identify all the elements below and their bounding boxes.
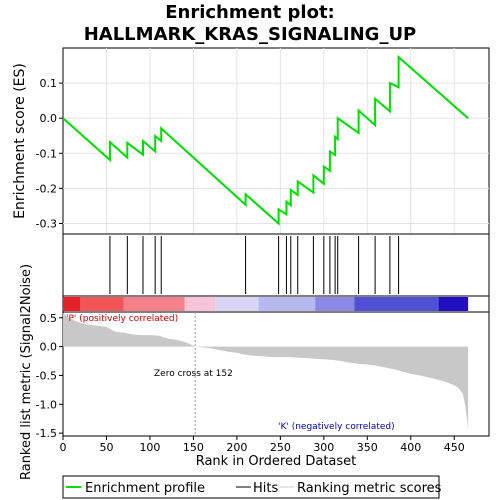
x-tick-label: 350 [357,441,378,454]
es-y-tick-label: 0.1 [40,77,58,90]
zero-cross-label: Zero cross at 152 [154,369,233,379]
es-y-ticks: 0.1 0.0 -0.1 -0.2 -0.3 [36,77,63,230]
x-tick-label: 200 [226,441,247,454]
legend: Enrichment profile Hits Ranking metric s… [62,475,442,499]
heatmap-band [184,297,216,311]
heatmap-band [315,297,355,311]
heatmap-band [354,297,439,311]
es-y-tick-label: -0.2 [36,182,57,195]
heatmap-band [438,297,469,311]
legend-metric-label: Ranking metric scores [297,481,442,496]
x-tick-label: 0 [60,441,67,454]
heatmap-band [215,297,259,311]
es-y-tick-label: -0.3 [36,217,57,230]
metric-y-tick-label: -0.5 [36,369,57,382]
hits-panel-frame [62,233,490,297]
heatmap-band [63,297,81,311]
es-grid [63,48,489,234]
heatmap-band [123,297,185,311]
chart-title-line2: HALLMARK_KRAS_SIGNALING_UP [84,24,417,45]
legend-hits-label: Hits [253,481,278,496]
metric-y-tick-label: 0.5 [40,312,58,325]
chart-title-line1: Enrichment plot: [165,2,335,23]
metric-panel: 0.5 0.0 -0.5 -1.0 -1.5 0 50 100 150 200 250 300 350… [36,311,490,454]
x-tick-label: 450 [444,441,465,454]
metric-y-axis-label: Ranked list metric (Signal2Noise) [19,264,34,480]
es-y-axis-label: Enrichment score (ES) [12,63,28,219]
es-y-tick-label: 0.0 [40,112,58,125]
x-tick-label: 400 [400,441,421,454]
es-panel-frame [62,47,490,235]
heatmap-panel [62,295,490,313]
x-tick-label: 300 [313,441,334,454]
x-tick-label: 100 [139,441,160,454]
heatmap-band [258,297,316,311]
es-panel: 0.1 0.0 -0.1 -0.2 -0.3 [36,47,490,235]
heatmap-bands [63,297,469,311]
enrichment-profile-line [62,54,469,226]
hits-panel [62,233,490,297]
ranking-metric-area [63,313,469,431]
negative-correlated-label: 'K' (negatively correlated) [278,422,395,432]
x-tick-label: 250 [270,441,291,454]
heatmap-band [80,297,124,311]
metric-y-tick-label: -1.5 [36,427,57,440]
x-tick-label: 150 [183,441,204,454]
metric-y-ticks: 0.5 0.0 -0.5 -1.0 -1.5 [36,312,63,440]
legend-enrichment-label: Enrichment profile [85,481,205,496]
metric-panel-frame [62,311,490,437]
metric-y-tick-label: -1.0 [36,398,57,411]
x-ticks: 0 50 100 150 200 250 300 350 400 450 [60,436,465,454]
positive-correlated-label: 'P' (positively correlated) [66,314,178,324]
x-axis-label: Rank in Ordered Dataset [196,454,357,469]
x-tick-label: 50 [99,441,113,454]
metric-y-tick-label: 0.0 [40,341,58,354]
es-y-tick-label: -0.1 [36,147,57,160]
hit-lines [109,236,400,294]
